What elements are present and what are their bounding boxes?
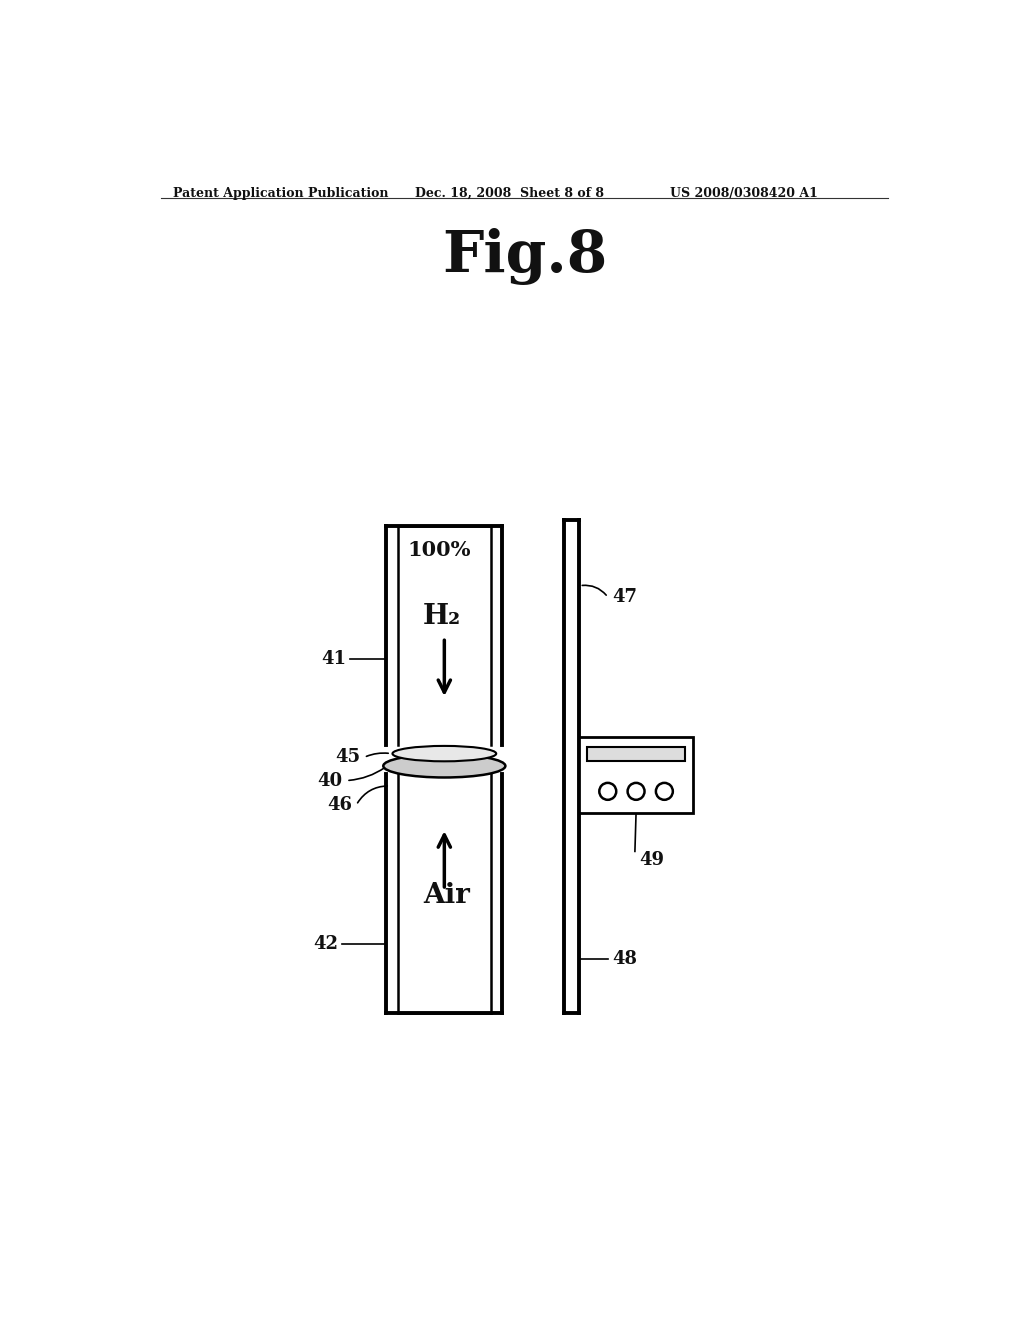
Text: 40: 40: [317, 772, 342, 789]
Text: 41: 41: [322, 649, 346, 668]
Text: 49: 49: [639, 851, 664, 870]
Text: 100%: 100%: [408, 540, 471, 560]
Circle shape: [599, 783, 616, 800]
Bar: [587, 747, 685, 760]
Text: Patent Application Publication: Patent Application Publication: [173, 187, 388, 199]
Text: 47: 47: [611, 589, 637, 606]
Text: 45: 45: [335, 748, 360, 767]
Text: Air: Air: [423, 882, 470, 909]
Circle shape: [656, 783, 673, 800]
Text: 42: 42: [313, 935, 339, 953]
Text: 46: 46: [328, 796, 352, 814]
Text: Fig.8: Fig.8: [442, 227, 607, 285]
Text: H₂: H₂: [423, 603, 461, 631]
Ellipse shape: [383, 755, 506, 777]
Text: 48: 48: [611, 950, 637, 968]
Bar: [580, 738, 692, 813]
Text: US 2008/0308420 A1: US 2008/0308420 A1: [670, 187, 817, 199]
Ellipse shape: [392, 746, 497, 762]
Text: Dec. 18, 2008  Sheet 8 of 8: Dec. 18, 2008 Sheet 8 of 8: [416, 187, 604, 199]
Circle shape: [628, 783, 644, 800]
